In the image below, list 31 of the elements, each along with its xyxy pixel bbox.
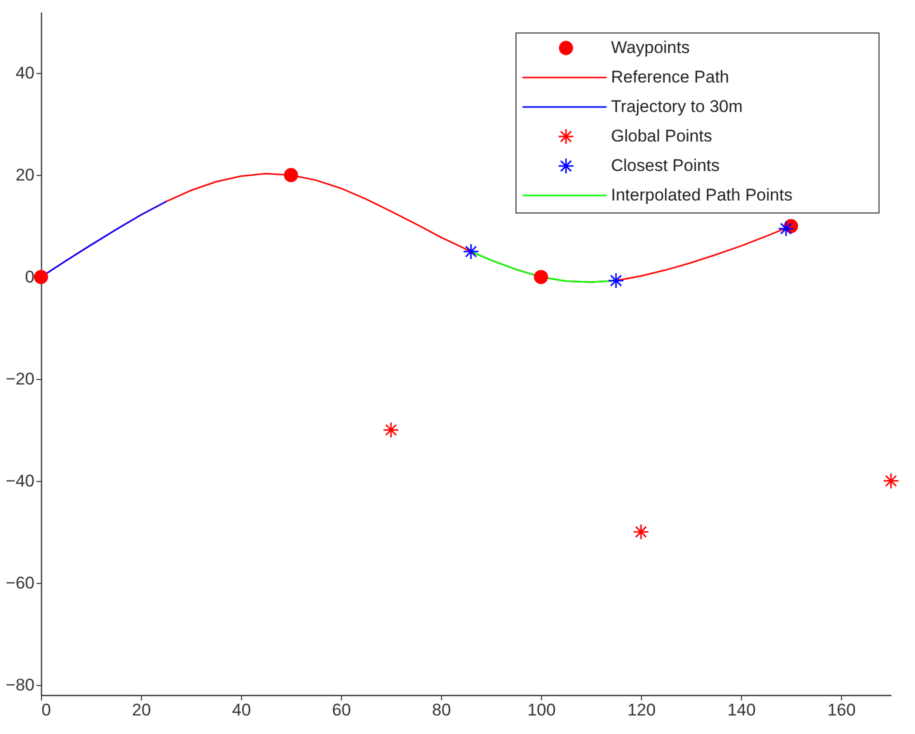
point	[778, 220, 794, 237]
point	[382, 422, 400, 438]
legend-label: Global Points	[611, 126, 712, 146]
point	[608, 272, 624, 289]
legend-label: Waypoints	[611, 38, 690, 57]
x-tick-label: 100	[527, 700, 556, 720]
x-tick-label: 140	[727, 700, 756, 720]
point	[284, 168, 298, 182]
x-tick-label: 20	[132, 700, 151, 720]
point	[534, 270, 548, 284]
x-tick-label: 120	[627, 700, 656, 720]
point	[632, 524, 650, 540]
point	[34, 270, 48, 284]
y-tick-label: 20	[16, 166, 34, 185]
x-tick-label: 80	[432, 700, 451, 720]
legend-label: Reference Path	[611, 68, 730, 86]
y-tick-label: −40	[6, 471, 34, 490]
y-tick-label: 0	[25, 268, 34, 287]
x-tick-label: 0	[42, 700, 51, 720]
legend-label: Closest Points	[611, 156, 720, 175]
y-tick-label: −20	[6, 369, 34, 388]
y-tick-label: −60	[6, 573, 34, 592]
x-tick-label: 60	[332, 700, 351, 720]
x-tick-label: 40	[232, 700, 251, 720]
point	[462, 243, 480, 260]
point	[882, 472, 900, 490]
x-tick-label: 160	[827, 700, 856, 720]
y-tick-label: −80	[6, 675, 34, 694]
legend-label: Trajectory to 30m	[611, 97, 743, 116]
legend-label: Interpolated Path Points	[611, 186, 792, 204]
y-tick-label: 40	[16, 64, 34, 83]
